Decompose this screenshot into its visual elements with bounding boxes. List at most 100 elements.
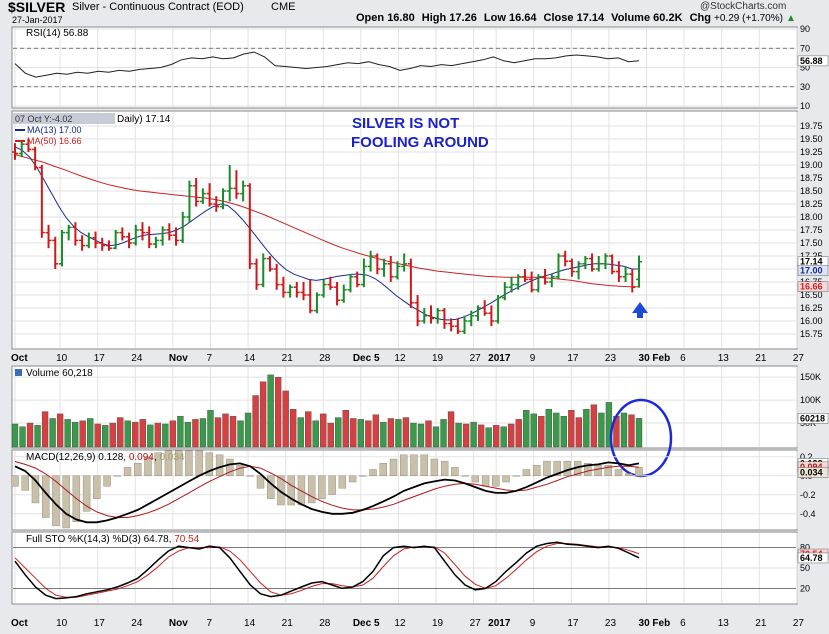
axis-date-label-top: 24 xyxy=(131,353,143,364)
macd-title: MACD(12,26,9) 0.128, 0.094, 0.034 xyxy=(26,452,185,463)
macd-histogram-bar xyxy=(21,475,29,491)
macd-histogram-bar xyxy=(430,458,439,476)
axis-date-label-bottom: 30 Feb xyxy=(639,618,671,629)
stochastic-k-line xyxy=(14,541,640,600)
volume-bar xyxy=(244,412,252,448)
volume-bar xyxy=(267,374,274,448)
macd-histogram-bar xyxy=(82,475,91,512)
rsi-line xyxy=(14,51,640,78)
macd-histogram-bar xyxy=(522,469,531,476)
macd-histogram-bar xyxy=(328,475,336,495)
macd-histogram-bar xyxy=(267,475,275,499)
volume-bar xyxy=(380,421,387,448)
macd-hist-last-value-bg xyxy=(797,467,829,478)
stochastic-tick-label: 50 xyxy=(800,563,810,573)
ma13-price-tag: 17.00 xyxy=(800,266,823,276)
macd-histogram-bar xyxy=(318,475,326,499)
macd-histogram-bar xyxy=(236,465,244,476)
symbol: $SILVER xyxy=(8,0,66,15)
volume-bar xyxy=(350,418,357,448)
stochastic-k-last-value: 64.78 xyxy=(800,553,823,563)
axis-date-label-top: 14 xyxy=(244,353,256,364)
volume-bar xyxy=(583,409,590,448)
macd-histogram-bar xyxy=(154,452,162,476)
axis-date-label-top: 6 xyxy=(680,353,686,364)
price-tick-label: 19.50 xyxy=(800,134,823,144)
volume-title: Volume 60,218 xyxy=(26,368,93,379)
volume-bar xyxy=(49,418,56,448)
stochastic-tick-label: 80 xyxy=(800,543,810,553)
axis-date-label-bottom: 19 xyxy=(432,618,444,629)
volume-bar xyxy=(432,426,440,448)
macd-histogram-bar xyxy=(277,475,285,506)
macd-title-part: MACD(12,26,9) xyxy=(26,452,98,463)
volume-bar xyxy=(462,423,470,448)
volume-bar xyxy=(94,423,101,448)
volume-bar xyxy=(425,420,432,448)
price-tick-label: 19.00 xyxy=(800,160,823,170)
volume-bar xyxy=(357,419,365,448)
axis-date-label-bottom: 10 xyxy=(56,618,68,629)
close-price-tag: 17.14 xyxy=(800,257,823,267)
macd-histogram-bar xyxy=(410,454,418,476)
macd-tick-label: 0.2 xyxy=(800,452,813,462)
up-arrow-icon xyxy=(632,302,648,318)
ma50-price-tag: 16.66 xyxy=(800,282,823,292)
volume-bar xyxy=(139,419,146,448)
stochastic-k-last-value-bg xyxy=(797,552,829,564)
volume-bar xyxy=(259,381,267,448)
macd-histogram-bar xyxy=(103,475,111,487)
macd-histogram-bar xyxy=(543,460,551,476)
stochastic-title-part: Full STO %K(14,3) %D(3) xyxy=(26,534,144,545)
stochastic-title-part: , xyxy=(169,534,175,545)
axis-date-label-bottom: 23 xyxy=(605,618,617,629)
volume-bar xyxy=(169,420,177,448)
volume-bar xyxy=(207,410,214,448)
volume-bar xyxy=(154,422,162,448)
axis-date-label-top: 13 xyxy=(718,353,730,364)
axis-date-label-top: Oct xyxy=(11,353,28,364)
rsi-last-value: 56.88 xyxy=(800,56,823,66)
volume-bar xyxy=(560,415,567,448)
volume-bar xyxy=(523,410,530,448)
volume-bar xyxy=(447,411,455,448)
axis-date-label-top: 17 xyxy=(567,353,579,364)
ohlc-readout: Open 16.80 High 17.26 Low 16.64 Close 17… xyxy=(356,12,796,24)
macd-title-part: 0.094 xyxy=(129,452,154,463)
volume-bar xyxy=(320,413,327,448)
macd-histogram-bar xyxy=(287,475,295,506)
volume-bar xyxy=(515,419,522,448)
price-tick-label: 17.50 xyxy=(800,238,823,248)
macd-histogram-bar xyxy=(389,458,398,476)
axis-date-label-bottom: 17 xyxy=(567,618,579,629)
rsi-last-value-bg xyxy=(797,55,829,67)
axis-date-label-bottom: 21 xyxy=(282,618,294,629)
volume-bar xyxy=(387,418,395,448)
axis-date-label-top: 7 xyxy=(206,353,212,364)
macd-histogram-bar xyxy=(205,452,214,476)
macd-histogram-bar xyxy=(625,473,633,476)
axis-date-label-top: 12 xyxy=(394,353,406,364)
volume-bar xyxy=(184,421,192,448)
crosshair-tooltip: 07 Oct Y:-4.02 xyxy=(15,114,72,124)
volume-bar xyxy=(282,390,289,448)
macd-histogram-bar xyxy=(533,465,541,476)
chg-up-arrow-icon: ▲ xyxy=(786,13,796,24)
axis-date-label-bottom: Oct xyxy=(11,618,28,629)
price-tick-label: 15.75 xyxy=(800,329,823,339)
price-tick-label: 18.75 xyxy=(800,173,823,183)
macd-histogram-bar xyxy=(185,450,193,476)
volume-bar xyxy=(440,419,447,448)
volume-bar xyxy=(274,376,282,448)
volume-value: 60.2K xyxy=(653,12,683,24)
rsi-tick-label: 90 xyxy=(800,24,810,34)
volume-last-value: 60218 xyxy=(800,413,825,423)
volume-bar xyxy=(492,425,500,448)
volume-bar xyxy=(500,426,507,448)
macd-histogram-bar xyxy=(174,450,183,476)
macd-histogram-bar xyxy=(62,475,70,529)
macd-histogram-bar xyxy=(594,465,602,476)
macd-title-part: 0.034 xyxy=(159,452,184,463)
macd-histogram-bar xyxy=(481,475,490,487)
rsi-tick-label: 30 xyxy=(800,82,810,92)
